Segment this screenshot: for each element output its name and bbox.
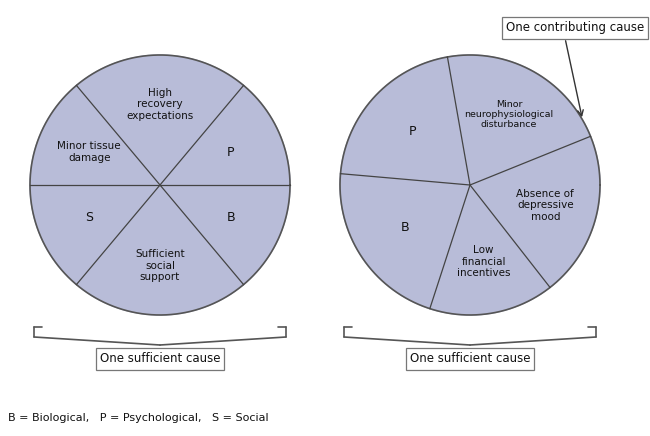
Text: B: B	[226, 211, 235, 225]
Polygon shape	[340, 55, 600, 315]
Text: High
recovery
expectations: High recovery expectations	[126, 88, 194, 121]
Text: Absence of
depressive
mood: Absence of depressive mood	[517, 189, 574, 222]
Text: One contributing cause: One contributing cause	[506, 21, 644, 34]
Text: P: P	[227, 146, 235, 159]
Text: One sufficient cause: One sufficient cause	[410, 352, 530, 365]
Text: P: P	[410, 125, 417, 138]
Text: Minor
neurophysiological
disturbance: Minor neurophysiological disturbance	[465, 99, 554, 129]
Text: B = Biological,   P = Psychological,   S = Social: B = Biological, P = Psychological, S = S…	[8, 413, 268, 423]
Text: Minor tissue
damage: Minor tissue damage	[57, 141, 121, 163]
Text: Low
financial
incentives: Low financial incentives	[457, 245, 510, 279]
Text: S: S	[85, 211, 94, 225]
Text: Sufficient
social
support: Sufficient social support	[135, 249, 185, 282]
Text: B: B	[400, 221, 409, 234]
Polygon shape	[30, 55, 290, 315]
Text: One sufficient cause: One sufficient cause	[99, 352, 220, 365]
